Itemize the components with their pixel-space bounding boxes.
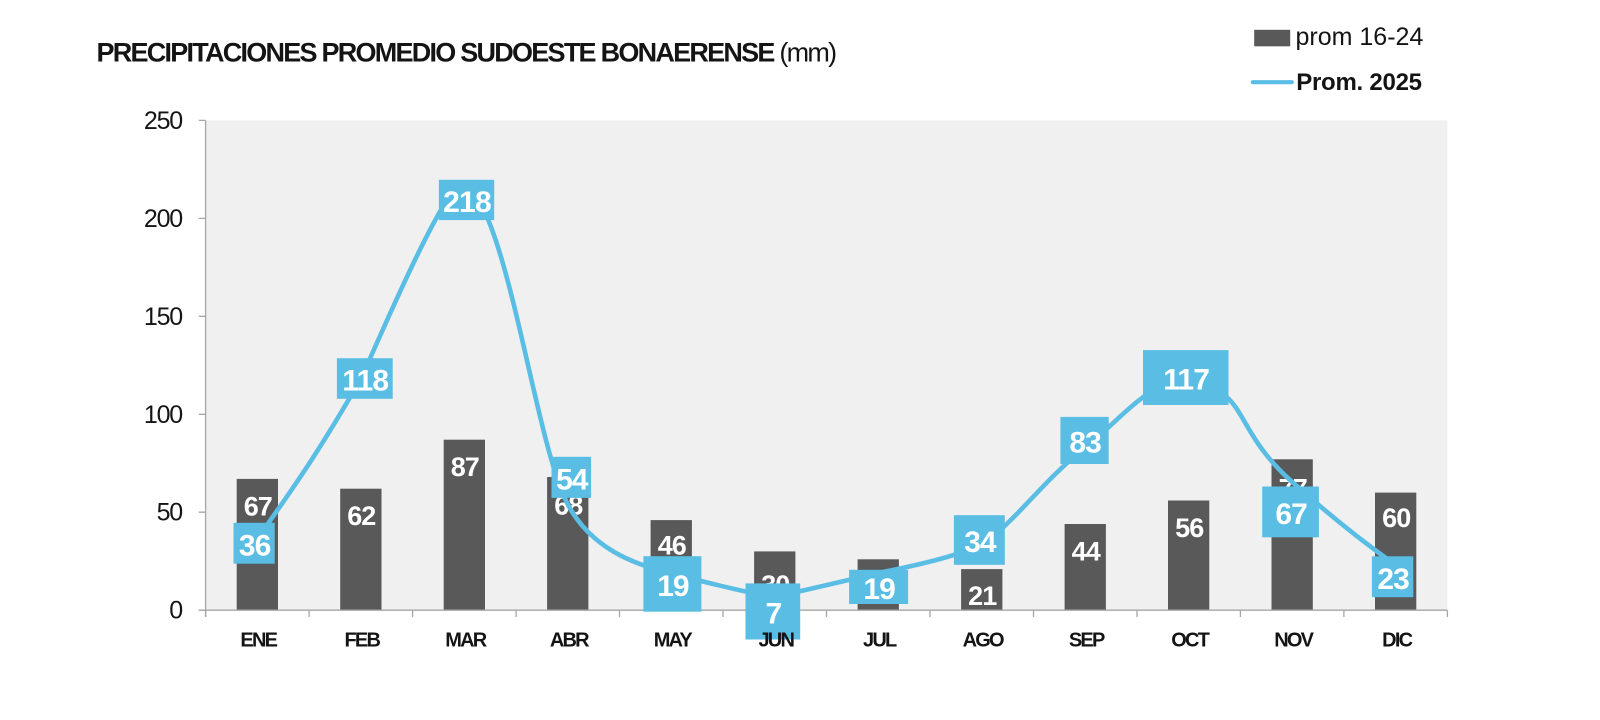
svg-text:117: 117: [1163, 364, 1209, 397]
svg-text:118: 118: [342, 365, 388, 398]
svg-text:OCT: OCT: [1171, 629, 1209, 651]
svg-text:prom 16-24: prom 16-24: [1296, 23, 1424, 51]
svg-text:218: 218: [443, 186, 491, 219]
svg-text:54: 54: [556, 463, 589, 496]
svg-text:0: 0: [169, 597, 182, 625]
svg-text:AGO: AGO: [963, 629, 1004, 651]
svg-text:MAR: MAR: [445, 629, 488, 651]
svg-text:21: 21: [968, 581, 997, 611]
svg-text:7: 7: [766, 597, 782, 630]
svg-text:23: 23: [1377, 563, 1409, 596]
svg-text:19: 19: [863, 573, 895, 606]
svg-text:PRECIPITACIONES PROMEDIO SUDOE: PRECIPITACIONES PROMEDIO SUDOESTE BONAER…: [97, 38, 837, 68]
svg-text:87: 87: [451, 452, 479, 482]
svg-text:JUN: JUN: [758, 629, 794, 651]
svg-text:56: 56: [1175, 513, 1204, 543]
svg-text:67: 67: [244, 491, 272, 521]
svg-text:19: 19: [657, 570, 689, 603]
svg-text:DIC: DIC: [1382, 629, 1412, 651]
svg-text:50: 50: [157, 499, 183, 527]
svg-text:60: 60: [1382, 503, 1410, 533]
svg-text:67: 67: [1275, 498, 1307, 531]
svg-text:46: 46: [658, 531, 687, 561]
svg-text:ENE: ENE: [240, 629, 277, 651]
svg-text:SEP: SEP: [1069, 629, 1105, 651]
svg-text:Prom. 2025: Prom. 2025: [1296, 69, 1422, 96]
svg-text:83: 83: [1069, 427, 1101, 460]
svg-text:100: 100: [144, 401, 182, 429]
svg-text:62: 62: [347, 501, 375, 531]
svg-text:200: 200: [144, 205, 182, 233]
svg-text:150: 150: [144, 303, 182, 331]
svg-text:34: 34: [964, 526, 997, 559]
svg-text:44: 44: [1072, 537, 1101, 567]
svg-text:NOV: NOV: [1274, 629, 1314, 651]
svg-text:ABR: ABR: [550, 629, 590, 651]
svg-text:JUL: JUL: [863, 629, 897, 651]
svg-text:250: 250: [144, 107, 182, 135]
svg-text:FEB: FEB: [344, 629, 380, 651]
svg-text:MAY: MAY: [654, 629, 694, 651]
svg-text:36: 36: [239, 529, 271, 562]
